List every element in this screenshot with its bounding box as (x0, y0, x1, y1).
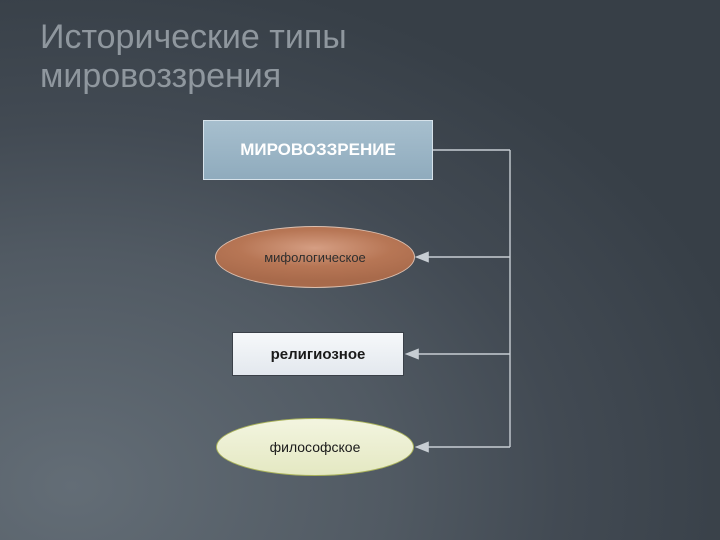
child-node-religious: религиозное (232, 332, 404, 376)
root-node-label: МИРОВОЗЗРЕНИЕ (240, 140, 396, 160)
child-node-label: философское (270, 439, 361, 455)
child-node-label: мифологическое (264, 250, 366, 265)
child-node-mythological: мифологическое (215, 226, 415, 288)
child-node-philosophical: философское (216, 418, 414, 476)
slide-title: Исторические типы мировоззрения (40, 18, 347, 96)
title-line-2: мировоззрения (40, 57, 281, 95)
root-node-worldview: МИРОВОЗЗРЕНИЕ (203, 120, 433, 180)
title-line-1: Исторические типы (40, 18, 347, 56)
child-node-label: религиозное (271, 346, 366, 363)
